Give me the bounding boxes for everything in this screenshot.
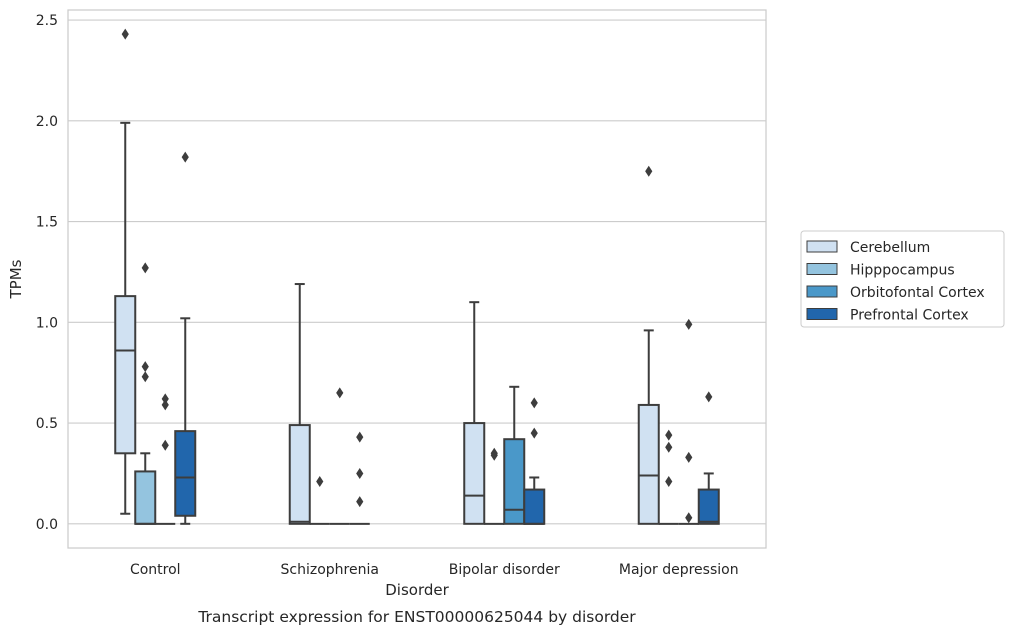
outlier-point <box>685 512 693 524</box>
legend-frame <box>800 230 1005 328</box>
outlier-point <box>161 399 169 411</box>
plot-area-frame <box>67 9 767 549</box>
y-tick-label: 1.0 <box>36 315 58 331</box>
y-axis-title: TPMs <box>7 259 25 299</box>
outlier-point <box>161 393 169 405</box>
box-iqr <box>503 438 526 525</box>
outlier-point <box>685 318 693 330</box>
legend-label: Cerebellum <box>850 240 930 256</box>
y-tick-label: 2.0 <box>36 114 58 130</box>
outlier-point <box>356 431 364 443</box>
box-iqr <box>174 430 197 517</box>
legend-swatch <box>806 285 838 298</box>
legend-label: Prefrontal Cortex <box>850 308 969 324</box>
outlier-point <box>316 476 324 488</box>
chart-caption: Transcript expression for ENST0000062504… <box>197 608 636 626</box>
legend-swatch <box>806 240 838 253</box>
box-prefrontal-cortex <box>174 151 197 525</box>
box-hipppocampus <box>658 429 679 525</box>
boxes <box>114 28 720 525</box>
box-cerebellum <box>288 283 311 525</box>
outlier-point <box>645 165 653 177</box>
outlier-point <box>665 476 673 488</box>
box-hipppocampus <box>309 476 330 525</box>
legend-swatch <box>806 263 838 275</box>
x-tick-label: Schizophrenia <box>281 562 379 578</box>
box-cerebellum <box>637 165 660 525</box>
outlier-point <box>530 427 538 439</box>
box-orbitofontal-cortex <box>678 318 699 525</box>
gridlines <box>68 19 766 525</box>
y-tick-label: 0.0 <box>36 517 58 533</box>
legend-swatch <box>806 308 838 320</box>
legend-label: Hipppocampus <box>850 263 955 279</box>
outlier-point <box>685 451 693 463</box>
box-iqr <box>288 424 311 525</box>
box-cerebellum <box>463 301 486 525</box>
legend: Cerebellum Hipppocampus Orbitofontal Corte… <box>800 230 1005 328</box>
y-tick-label: 1.5 <box>36 215 58 231</box>
box-prefrontal-cortex <box>349 431 370 525</box>
box-orbitofontal-cortex <box>503 385 526 525</box>
outlier-point <box>705 391 713 403</box>
box-cerebellum <box>114 28 137 515</box>
outlier-point <box>161 439 169 451</box>
box-prefrontal-cortex <box>697 391 720 525</box>
outlier-point <box>141 361 149 373</box>
box-hipppocampus <box>134 262 157 525</box>
outlier-point <box>336 387 344 399</box>
y-tick-labels: 0.0 0.5 1.0 1.5 2.0 2.5 <box>36 13 58 533</box>
box-orbitofontal-cortex <box>329 387 350 525</box>
outlier-point <box>530 397 538 409</box>
x-tick-labels: Control Schizophrenia Bipolar disorder Majo… <box>130 562 739 578</box>
box-iqr <box>637 403 660 525</box>
y-tick-label: 0.5 <box>36 416 58 432</box>
box-iqr <box>114 295 137 455</box>
legend-label: Orbitofontal Cortex <box>850 285 985 301</box>
outlier-point <box>665 441 673 453</box>
y-tick-label: 2.5 <box>36 13 58 29</box>
outlier-point <box>665 429 673 441</box>
box-hipppocampus <box>484 447 505 525</box>
outlier-point <box>141 262 149 274</box>
box-orbitofontal-cortex <box>155 393 176 525</box>
box-prefrontal-cortex <box>523 397 546 525</box>
x-tick-label: Control <box>130 562 181 578</box>
outlier-point <box>490 449 498 461</box>
x-axis-title: Disorder <box>385 581 449 599</box>
box-iqr <box>134 470 157 525</box>
x-tick-label: Bipolar disorder <box>449 562 560 578</box>
box-iqr <box>463 422 486 525</box>
box-iqr <box>697 488 720 525</box>
outlier-point <box>141 371 149 383</box>
outlier-point <box>356 496 364 508</box>
x-tick-label: Major depression <box>619 562 739 578</box>
outlier-point <box>181 151 189 163</box>
outlier-point <box>121 28 129 40</box>
box-iqr <box>523 488 546 525</box>
outlier-point <box>356 467 364 479</box>
